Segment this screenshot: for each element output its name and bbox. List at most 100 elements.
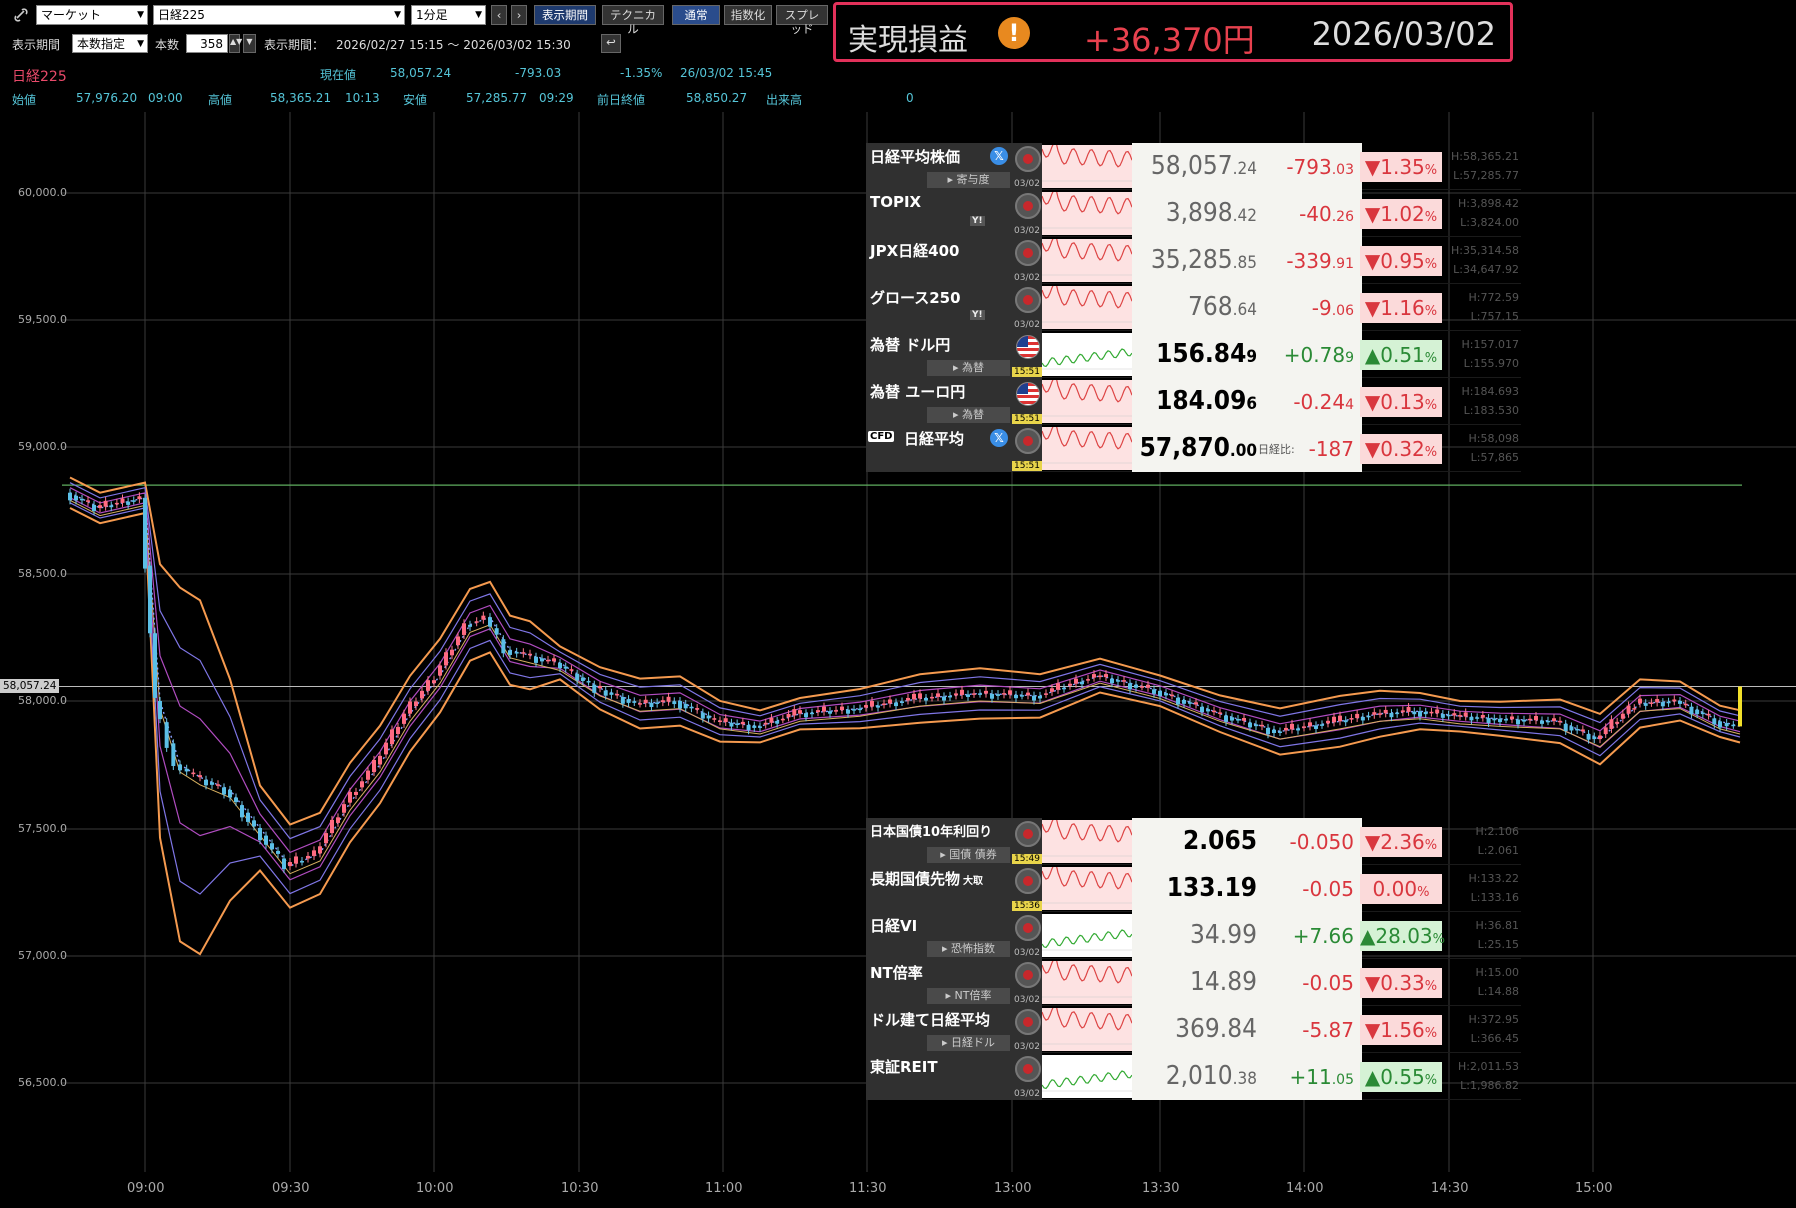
candle xyxy=(609,692,614,695)
candle xyxy=(1626,705,1631,714)
change-int: -0.24 xyxy=(1293,390,1346,414)
yahoo-icon[interactable]: Y! xyxy=(970,310,985,320)
high-low: H:157.017 L:155.970 xyxy=(1441,335,1519,373)
price-dec: .42 xyxy=(1232,206,1257,226)
change-percent-badge: ▼2.36% xyxy=(1360,827,1442,857)
period-mode-select[interactable]: 本数指定 ▼ xyxy=(72,34,148,53)
market-row[interactable]: 日本国債10年利回り ▸ 国債 債券 15:49 2.065 -0.050 ▼2.36% H… xyxy=(866,818,1521,865)
count-stepper[interactable]: ▲▼ xyxy=(229,34,242,53)
market-row[interactable]: ドル建て日経平均 ▸ 日経ドル 03/02 369.84 -5.87 ▼1.56% H:37… xyxy=(866,1006,1521,1053)
candle xyxy=(494,628,499,635)
spread-button[interactable]: スプレッド xyxy=(776,5,828,36)
candle xyxy=(402,713,406,724)
market-row[interactable]: TOPIX Y! 03/02 3,898.42 -40.26 ▼1.02% H:3,898.… xyxy=(866,190,1521,237)
x-icon[interactable]: 𝕏 xyxy=(990,147,1008,165)
sub-link[interactable]: ▸ 恐怖指数 xyxy=(927,941,1010,957)
bollinger-upper-2 xyxy=(69,482,1741,840)
candle xyxy=(258,828,262,841)
change-value: -0.244 xyxy=(1258,390,1354,414)
candle xyxy=(1504,719,1508,721)
low-value: L:57,865 xyxy=(1470,451,1519,464)
normal-button[interactable]: 通常 xyxy=(672,5,720,25)
market-row[interactable]: NT倍率 ▸ NT倍率 03/02 14.89 -0.05 ▼0.33% H:15.00 L:… xyxy=(866,959,1521,1006)
yahoo-icon[interactable]: Y! xyxy=(970,216,985,226)
price-int: 57,870 xyxy=(1139,433,1230,463)
market-row[interactable]: 日経平均株価 𝕏 ▸ 寄与度 03/02 58,057.24 -793.03 ▼1.35% H… xyxy=(866,143,1521,190)
candle xyxy=(366,770,370,780)
candle xyxy=(752,725,757,728)
market-select[interactable]: マーケット ▼ xyxy=(36,5,148,25)
candle xyxy=(1164,693,1168,696)
sparkline xyxy=(1042,914,1132,957)
index-button[interactable]: 指数化 xyxy=(724,5,772,25)
sparkline xyxy=(1042,427,1132,470)
candle xyxy=(1206,709,1210,712)
change-percent: 0.00 xyxy=(1372,877,1418,901)
count-dropdown[interactable]: ▼ xyxy=(243,34,256,53)
x-tick-label: 11:00 xyxy=(705,1181,743,1196)
interval-select[interactable]: 1分足 ▼ xyxy=(411,5,486,25)
candle xyxy=(1242,718,1246,721)
price-value: 3,898.42 xyxy=(1132,198,1257,228)
change-percent-badge: ▼1.35% xyxy=(1360,152,1442,182)
candle xyxy=(1212,710,1216,713)
high-low: H:58,098 L:57,865 xyxy=(1441,429,1519,467)
candle xyxy=(120,498,125,503)
technical-button[interactable]: テクニカル xyxy=(602,5,664,36)
candle xyxy=(148,565,152,634)
sub-link-label: 為替 xyxy=(962,361,985,374)
percent-unit: % xyxy=(1424,257,1438,272)
warning-icon[interactable]: ! xyxy=(998,17,1030,49)
sparkline xyxy=(1042,286,1132,329)
sub-link[interactable]: ▸ 国債 債券 xyxy=(927,847,1010,863)
sub-link[interactable]: ▸ 為替 xyxy=(927,360,1010,376)
change-int: -5.87 xyxy=(1302,1018,1354,1042)
market-row[interactable]: 為替 ドル円 ▸ 為替 15:51 156.849 +0.789 ▲0.51% H:157.… xyxy=(866,331,1521,378)
count-input[interactable]: 358 xyxy=(186,34,228,53)
next-button[interactable]: › xyxy=(511,5,527,25)
link-icon[interactable] xyxy=(14,8,28,22)
candle xyxy=(864,705,868,708)
market-row[interactable]: 長期国債先物 大取 15:36 133.19 -0.05 0.00% H:133.22 L:1… xyxy=(866,865,1521,912)
symbol-name: 日経225 xyxy=(12,69,67,85)
instrument-name-cell: NT倍率 ▸ NT倍率 xyxy=(866,959,1012,1006)
market-select-label: マーケット xyxy=(41,8,102,22)
candle xyxy=(98,505,102,508)
reset-button[interactable]: ↩ xyxy=(601,34,621,53)
market-row[interactable]: CFD 日経平均 𝕏 15:51 57,870.00 日経比: -187 ▼0.32% H:58… xyxy=(866,425,1521,472)
candle xyxy=(1649,702,1654,704)
y-tick-label: 59,500.0 xyxy=(18,313,67,326)
market-row[interactable]: 東証REIT 03/02 2,010.38 +11.05 ▲0.55% H:2,011.5… xyxy=(866,1053,1521,1100)
candle xyxy=(508,650,512,655)
market-row[interactable]: グロース250 Y! 03/02 768.64 -9.06 ▼1.16% H:772.59 L… xyxy=(866,284,1521,331)
candle xyxy=(1284,727,1288,731)
candle xyxy=(109,505,114,508)
low-value: L:57,285.77 xyxy=(1453,169,1519,182)
price-cell: 369.84 -5.87 xyxy=(1132,1006,1362,1053)
period-button[interactable]: 表示期間 xyxy=(534,5,596,25)
price-value: 156.849 xyxy=(1132,339,1257,369)
market-row[interactable]: JPX日経400 03/02 35,285.85 -339.91 ▼0.95% H:35,… xyxy=(866,237,1521,284)
candle xyxy=(546,659,550,662)
market-row[interactable]: 日経VI ▸ 恐怖指数 03/02 34.99 +7.66 ▲28.03% H:36.81 L… xyxy=(866,912,1521,959)
change-int: +11 xyxy=(1289,1065,1332,1089)
sub-link[interactable]: ▸ 寄与度 xyxy=(927,172,1010,188)
prev-button[interactable]: ‹ xyxy=(491,5,507,25)
market-row[interactable]: 為替 ユーロ円 ▸ 為替 15:51 184.096 -0.244 ▼0.13% H:184… xyxy=(866,378,1521,425)
symbol-select[interactable]: 日経225 ▼ xyxy=(153,5,405,25)
instrument-name: TOPIX xyxy=(870,193,922,211)
candle xyxy=(758,726,762,728)
sub-link[interactable]: ▸ 為替 xyxy=(927,407,1010,423)
sub-link[interactable]: ▸ 日経ドル xyxy=(927,1035,1010,1051)
candle xyxy=(735,723,740,725)
candle xyxy=(1528,718,1532,721)
candle xyxy=(1418,711,1422,717)
update-time: 03/02 xyxy=(1014,226,1040,236)
x-icon[interactable]: 𝕏 xyxy=(990,429,1008,447)
high-low: H:36.81 L:25.15 xyxy=(1441,916,1519,954)
candle xyxy=(481,615,486,620)
sub-link[interactable]: ▸ NT倍率 xyxy=(927,988,1010,1004)
price-cell: 35,285.85 -339.91 xyxy=(1132,237,1362,284)
high-label: 高値 xyxy=(208,93,233,107)
candle xyxy=(870,701,874,707)
